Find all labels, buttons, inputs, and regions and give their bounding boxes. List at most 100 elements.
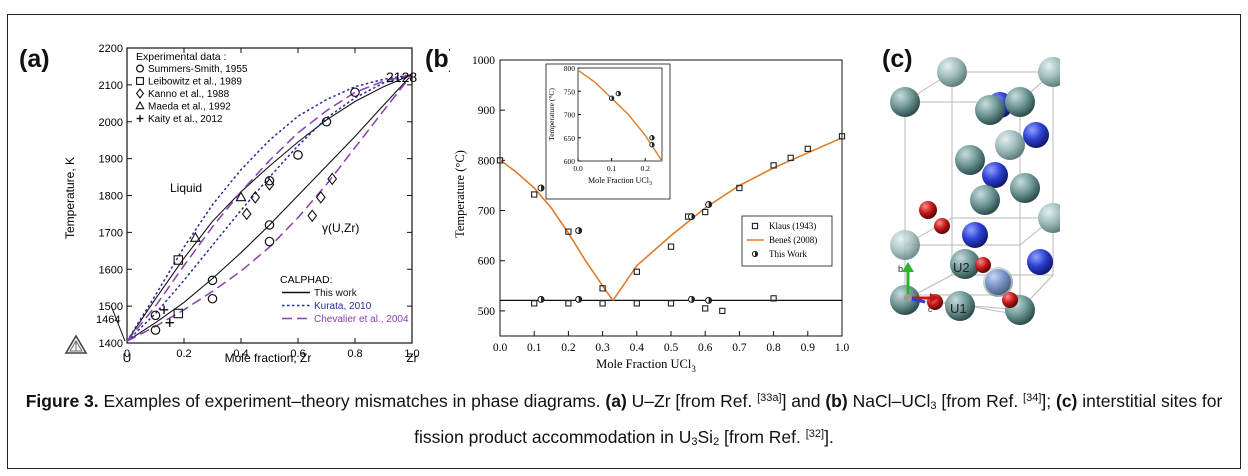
u-atom-icon [955, 145, 985, 175]
u-atom-icon [890, 87, 920, 117]
fission-site-icon [975, 257, 991, 273]
fission-site-icon [919, 201, 937, 219]
b-inset-y-tick-label: 600 [564, 157, 576, 166]
b-x-axis-label: Mole Fraction UCl3 [596, 357, 696, 374]
a-data-point-triangle [189, 231, 201, 242]
b-data-point-square [719, 307, 726, 315]
axis-b-label: b [898, 264, 903, 274]
b-legend-marker-halfcircle [751, 250, 759, 258]
b-data-point-halfcircle-fill [578, 227, 582, 234]
caption-text: Si [697, 427, 714, 447]
a-x-tick-label: 0.4 [233, 348, 248, 360]
uzr-phase-diagram: 1400 1500 1600 1700 1800 1900 2000 2100 2200 0 0.2… [60, 38, 420, 368]
a-data-point-circle [264, 175, 275, 186]
b-data-point-halfcircle [688, 213, 696, 221]
panel-c-letter: (c) [882, 45, 913, 73]
si-atom-icon [982, 162, 1008, 188]
caption-text: U–Zr [from Ref. [626, 391, 758, 411]
a-data-point-plus [165, 318, 174, 327]
b-data-point-halfcircle [575, 295, 583, 303]
b-data-point-halfcircle-fill [708, 201, 712, 208]
caption-text: Examples of experiment–theory mismatches… [98, 391, 606, 411]
a-tm-left-label: 1464 [96, 314, 120, 326]
b-inset-y-tick-label: 650 [564, 134, 576, 143]
a-legend-calc-label: This work [314, 288, 358, 299]
u-atom-icon [1005, 87, 1035, 117]
b-inset-data-point [649, 135, 655, 141]
a-legend-exp-label: Kaity et al., 2012 [148, 114, 223, 125]
a-legend-exp-marker-triangle [135, 100, 145, 110]
a-liquid-label: Liquid [170, 181, 202, 195]
a-legend-exp-label: Leibowitz et al., 1989 [148, 77, 242, 88]
panel-b-chart: 500 600 700 800 900 1000 0.0 0.1 0.2 0.3 0.4 0.5 0.6… [450, 44, 860, 374]
caption-text: ] and [781, 391, 826, 411]
b-data-point-square [531, 191, 538, 198]
si-atom-icon [962, 222, 988, 248]
fission-site-icon [934, 218, 950, 234]
panel-c-structure: U2 U1 b c [880, 50, 1060, 350]
b-x-tick-label: 0.2 [561, 342, 576, 354]
a-legend-calc-label: Chevalier et al., 2004 [314, 314, 409, 325]
a-y-tick-label: 1400 [99, 338, 123, 350]
caption-figure-label: Figure 3. [25, 391, 99, 411]
caption-ref: [33a] [757, 392, 782, 404]
a-y-tick-label: 2000 [99, 117, 123, 129]
u-atom-icon [890, 230, 920, 260]
u3si2-unit-cell-icon: U2 U1 b c [890, 57, 1060, 325]
caption-text: interstitial sites for fission product a… [414, 391, 1223, 447]
a-legend-exp-marker-diamond [135, 88, 145, 99]
a-legend-exp-title: Experimental data : [136, 51, 226, 63]
a-data-point-square [173, 255, 184, 265]
b-data-point-halfcircle-fill [691, 296, 695, 303]
a-data-point-circle [150, 325, 161, 335]
b-data-point-square [702, 305, 709, 312]
b-legend-marker-halfcircle-fill [755, 251, 758, 257]
a-series-line-4 [126, 73, 413, 342]
b-x-tick-label: 0.5 [664, 342, 679, 354]
caption-subscript: 3 [691, 436, 698, 448]
a-legend-exp-label: Maeda et al., 1992 [148, 102, 231, 113]
a-data-point-circle [264, 220, 275, 230]
a-data-point-plus [159, 305, 169, 315]
u-atom-icon [937, 57, 967, 87]
b-inset-y-tick-label: 800 [564, 64, 576, 73]
caption-panel-c: (c) [1056, 391, 1078, 411]
b-y-tick-label: 800 [478, 155, 496, 167]
caption-panel-a: (a) [605, 391, 627, 411]
fission-site-icon [1002, 292, 1018, 308]
b-data-point-square [599, 285, 606, 292]
caption-text: [from Ref. [936, 391, 1024, 411]
b-data-point-square [633, 268, 640, 275]
b-x-axis-label-sub: 3 [691, 364, 696, 374]
u-atom-icon [983, 267, 1013, 297]
b-data-point-square [736, 184, 743, 192]
a-y-tick-label: 1600 [99, 264, 123, 276]
a-left-end-label: U [123, 351, 132, 365]
b-inset-box [545, 63, 671, 200]
a-y-axis-label: Temperature, K [63, 157, 77, 239]
b-data-point-halfcircle-fill [541, 184, 545, 191]
b-series-line-1 [612, 137, 843, 301]
b-legend-label: This Work [769, 249, 807, 259]
a-legend-exp-marker-plus [136, 115, 144, 122]
b-inset-x-tick-label: 0.0 [573, 164, 583, 173]
a-legend-exp-marker-circle [135, 64, 144, 73]
caption-ref: [34] [1023, 392, 1042, 404]
a-x-tick-label: 0.6 [290, 348, 305, 360]
u-atom-icon [1038, 57, 1060, 87]
a-data-point-diamond [327, 172, 338, 186]
b-inset-x-tick-label: 0.1 [607, 164, 617, 173]
u2-site-label: U2 [953, 260, 970, 275]
b-y-tick-label: 900 [478, 105, 496, 117]
a-data-point-circle [207, 275, 218, 286]
a-data-point-circle [264, 236, 275, 247]
a-legend-exp-label: Summers-Smith, 1955 [148, 64, 248, 75]
b-data-point-square [770, 295, 777, 302]
b-x-tick-label: 0.8 [766, 342, 781, 354]
caption-ref: [32] [805, 428, 825, 440]
a-legend-calc-title: CALPHAD: [280, 274, 333, 286]
a-y-tick-label: 1800 [99, 191, 123, 203]
b-data-point-square [565, 228, 572, 235]
axes-triad-icon: b c [898, 262, 939, 314]
a-y-tick-label: 1500 [99, 301, 123, 313]
